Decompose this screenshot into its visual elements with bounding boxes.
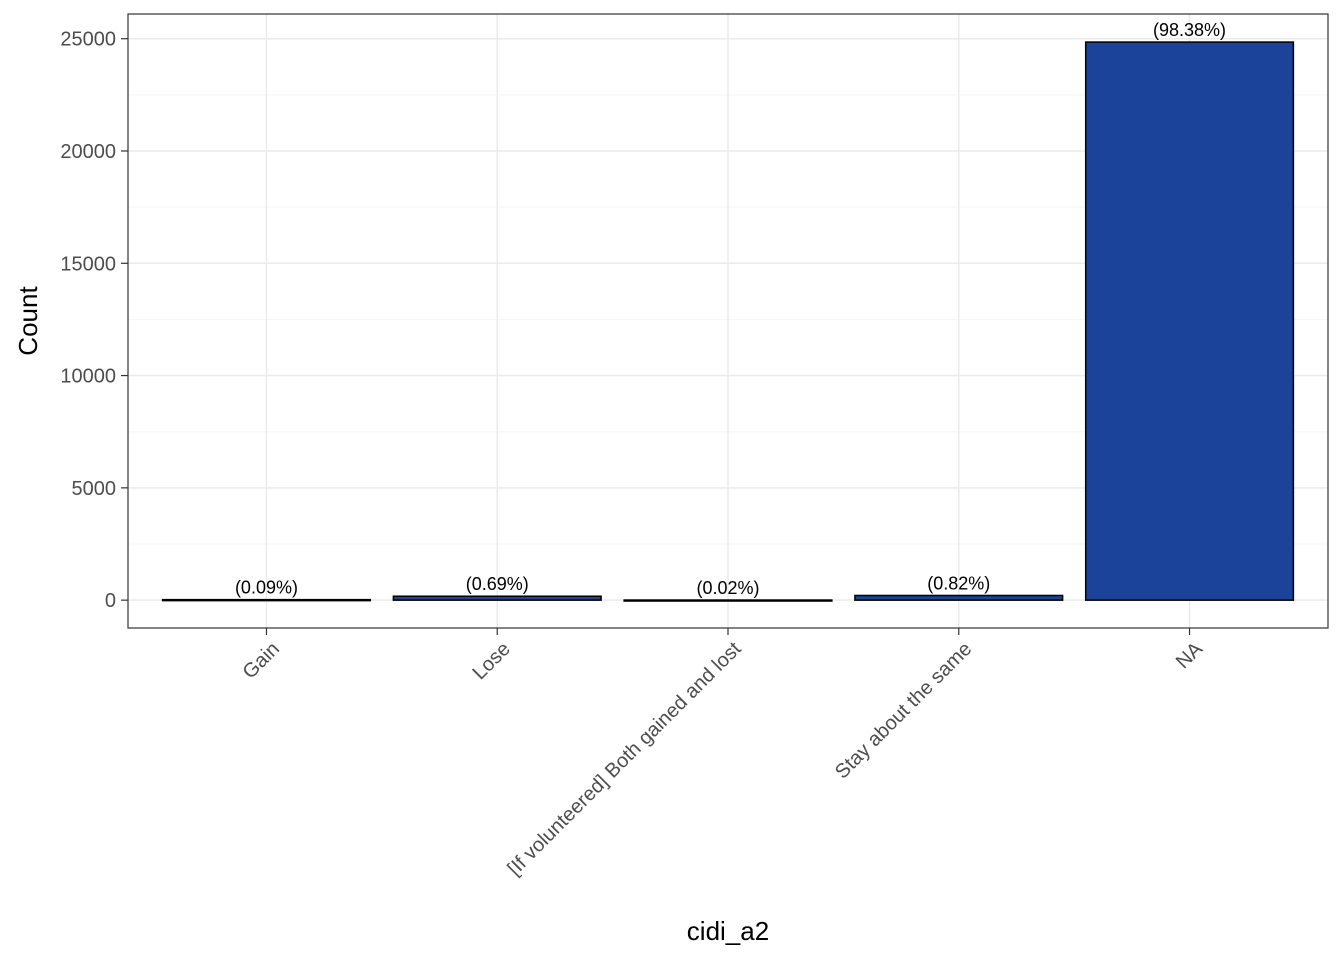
y-tick-label: 15000 [60, 253, 116, 275]
y-tick-label: 10000 [60, 366, 116, 388]
y-tick-label: 25000 [60, 29, 116, 51]
y-tick-label: 0 [105, 590, 116, 612]
y-axis-title: Count [13, 286, 43, 356]
bar-value-label: (98.38%) [1153, 20, 1226, 40]
bar [623, 599, 833, 602]
bar-value-label: (0.09%) [235, 578, 298, 598]
bar [392, 595, 602, 601]
y-axis: 0 5000 10000 15000 20000 25000 [60, 29, 128, 612]
bar-value-label: (0.82%) [927, 573, 990, 593]
y-tick-label: 5000 [72, 478, 117, 500]
bar [1084, 41, 1295, 601]
x-axis-title: cidi_a2 [687, 916, 769, 946]
bar [854, 594, 1064, 601]
bar-value-label: (0.69%) [466, 574, 529, 594]
bar [161, 598, 372, 602]
bar-value-label: (0.02%) [696, 578, 759, 598]
y-tick-label: 20000 [60, 141, 116, 163]
bar-value-labels: (0.09%) (0.69%) (0.02%) (0.82%) (98.38%) [235, 20, 1226, 598]
bars [161, 41, 1295, 602]
